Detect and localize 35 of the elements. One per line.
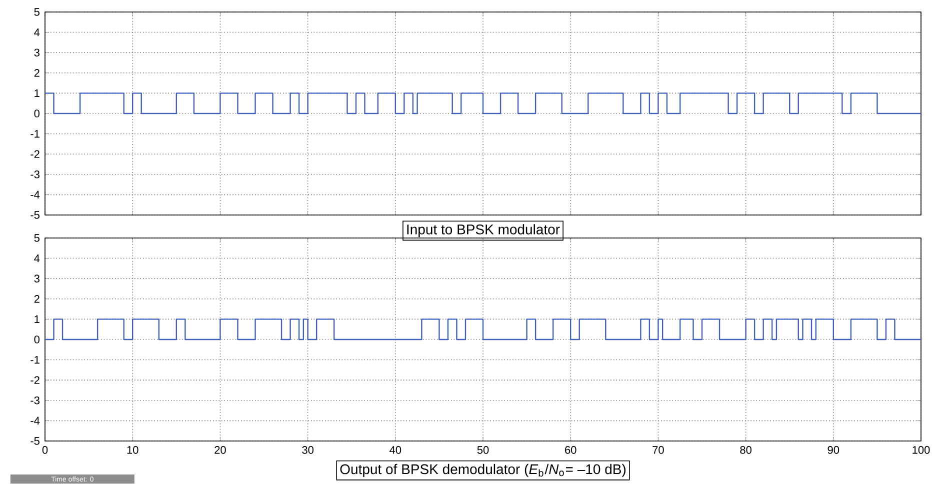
y-tick-label: 3 <box>34 274 40 282</box>
x-axis-title: Input to BPSK modulator <box>407 224 560 238</box>
x-tick-label: 0 <box>42 446 48 454</box>
y-tick-label: 0 <box>34 110 40 118</box>
x-tick-label: 60 <box>565 446 576 454</box>
y-tick-label: 0 <box>34 336 40 344</box>
y-tick-label: -3 <box>30 170 40 178</box>
y-tick-label: 3 <box>34 48 40 56</box>
x-tick-label: 80 <box>740 446 752 454</box>
y-tick-label: 4 <box>34 28 40 36</box>
y-tick-label: -3 <box>30 396 40 404</box>
y-tick-label: -2 <box>30 150 40 158</box>
y-tick-label: 2 <box>34 69 40 77</box>
y-tick-label: -5 <box>30 211 40 219</box>
y-tick-label: -2 <box>30 376 40 384</box>
x-tick-label: 10 <box>127 446 138 454</box>
y-tick-label: 4 <box>34 254 40 262</box>
x-tick-label: 70 <box>652 446 664 454</box>
y-tick-label: 2 <box>34 295 40 303</box>
y-tick-label: 1 <box>34 315 40 323</box>
y-tick-label: -5 <box>30 437 40 445</box>
x-tick-label: 40 <box>390 446 402 454</box>
x-tick-label: 30 <box>302 446 314 454</box>
x-tick-label: 50 <box>477 446 489 454</box>
x-tick-label: 90 <box>828 446 840 454</box>
y-tick-label: -1 <box>30 130 40 138</box>
x-tick-label: 20 <box>214 446 226 454</box>
x-axis-title: Output of BPSK demodulator (E$_{b}$/N$_{o}$= –10 dB) <box>340 464 626 477</box>
y-tick-label: 5 <box>34 234 40 242</box>
y-tick-label: -4 <box>30 190 40 198</box>
x-tick-label: 100 <box>912 446 930 454</box>
y-tick-label: -4 <box>30 416 40 424</box>
y-tick-label: 5 <box>34 8 40 16</box>
y-tick-label: 1 <box>34 89 40 97</box>
y-tick-label: -1 <box>30 356 40 364</box>
